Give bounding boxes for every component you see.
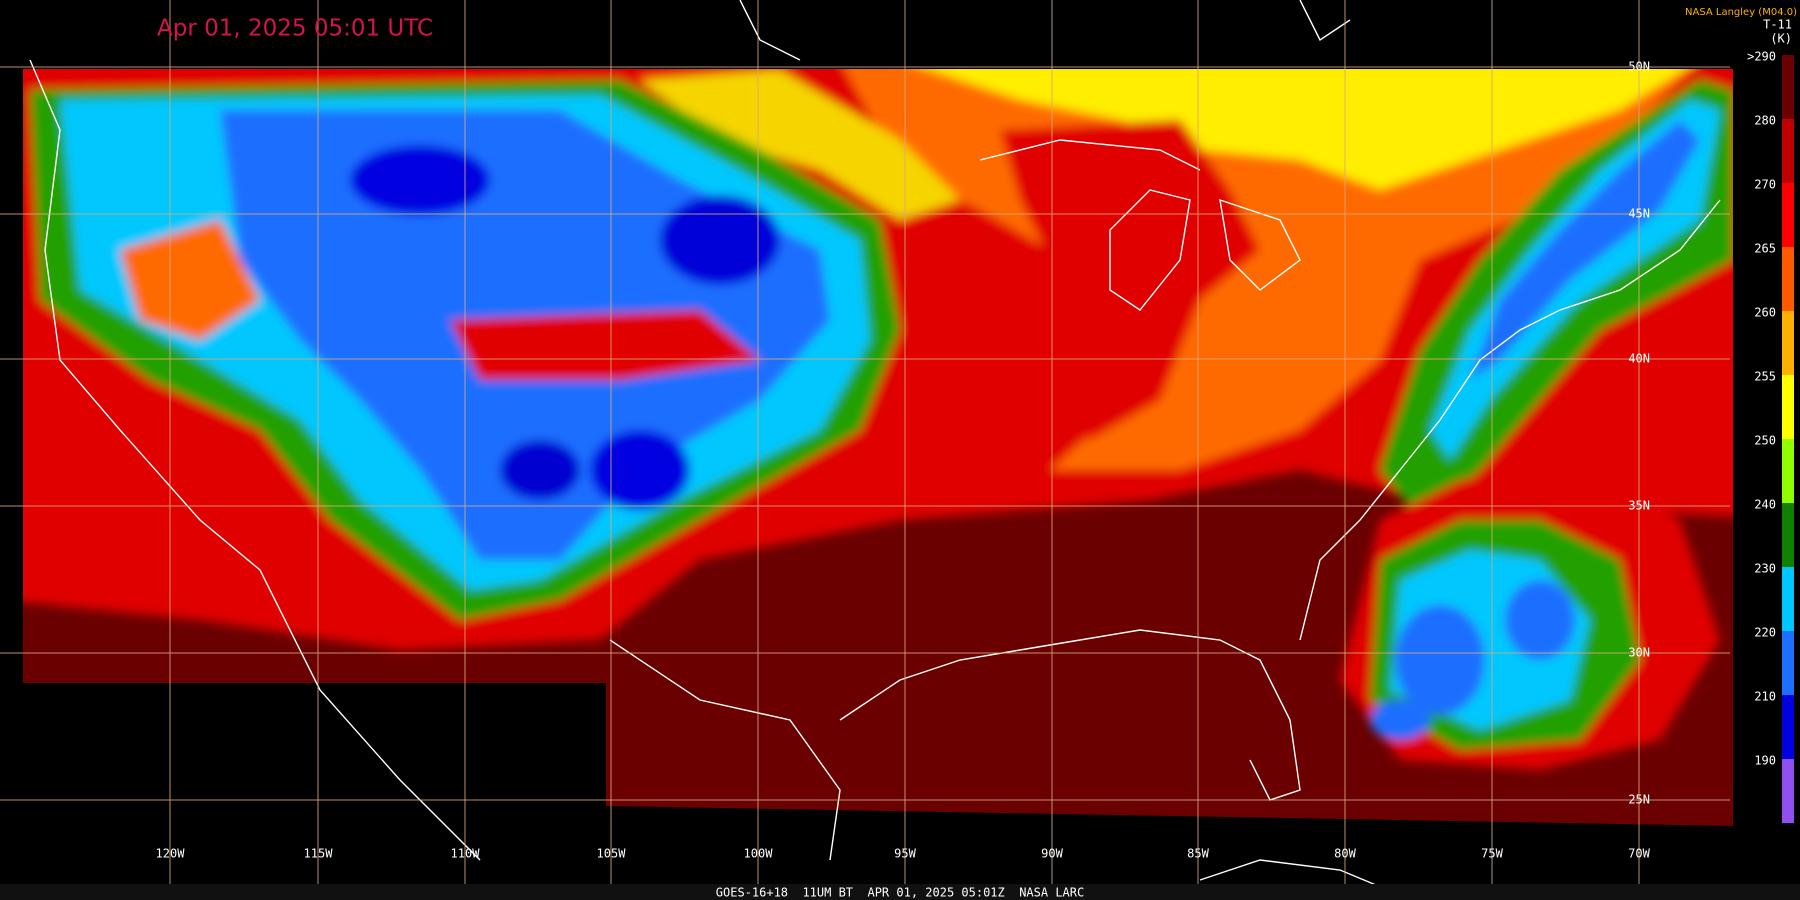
colorbar-label: 230 xyxy=(1754,562,1776,576)
colorbar-swatch xyxy=(1782,55,1794,119)
longitude-label: 80W xyxy=(1334,847,1356,861)
longitude-label: 75W xyxy=(1481,847,1503,861)
footer: GOES-16+18 11UM BT APR 01, 2025 05:01Z N… xyxy=(716,886,1084,900)
longitude-label: 110W xyxy=(451,847,481,861)
colorbar-title: T-11 xyxy=(1763,18,1792,32)
graticule xyxy=(0,0,1730,884)
colorbar-label: 260 xyxy=(1754,306,1776,320)
colorbar-label: 210 xyxy=(1754,690,1776,704)
footer-bar xyxy=(0,884,1800,900)
colorbar-swatch xyxy=(1782,119,1794,183)
colorbar-label: 255 xyxy=(1754,370,1776,384)
colorbar-swatch xyxy=(1782,695,1794,759)
colorbar-label: 190 xyxy=(1754,754,1776,768)
colorbar-unit: (K) xyxy=(1770,32,1792,46)
colorbar-label: 270 xyxy=(1754,178,1776,192)
latitude-label: 50N xyxy=(1628,60,1650,74)
longitude-label: 70W xyxy=(1628,847,1650,861)
colorbar-swatch xyxy=(1782,503,1794,567)
colorbar-swatch xyxy=(1782,375,1794,439)
colorbar-swatch xyxy=(1782,631,1794,695)
colorbar-label: 265 xyxy=(1754,242,1776,256)
colorbar-swatch xyxy=(1782,183,1794,247)
colorbar-label: >290 xyxy=(1747,50,1776,64)
longitude-label: 120W xyxy=(156,847,186,861)
latitude-label: 35N xyxy=(1628,499,1650,513)
timestamp-title: Apr 01, 2025 05:01 UTC xyxy=(157,16,433,42)
longitude-label: 90W xyxy=(1041,847,1063,861)
colorbar-label: 220 xyxy=(1754,626,1776,640)
latitude-label: 40N xyxy=(1628,352,1650,366)
colorbar-swatch xyxy=(1782,759,1794,823)
credit: NASA Langley (M04.0) xyxy=(1685,7,1797,18)
colorbar-swatch xyxy=(1782,439,1794,503)
graticule-labels: 120W 115W 110W 105W 100W 95W 90W 85W 80W 75W 70W 50… xyxy=(156,60,1651,861)
colorbar-swatch xyxy=(1782,567,1794,631)
longitude-label: 85W xyxy=(1187,847,1209,861)
colorbar-label: 280 xyxy=(1754,114,1776,128)
longitude-label: 95W xyxy=(894,847,916,861)
longitude-label: 100W xyxy=(744,847,774,861)
longitude-label: 105W xyxy=(597,847,627,861)
colorbar-label: 240 xyxy=(1754,498,1776,512)
latitude-label: 25N xyxy=(1628,793,1650,807)
colorbar: T-11 (K) >290 280 270 265 260 255 250 240 230 220… xyxy=(1741,18,1800,823)
colorbar-scale: >290 280 270 265 260 255 250 240 230 220 210 190 xyxy=(1747,50,1794,823)
colorbar-label: 250 xyxy=(1754,434,1776,448)
colorbar-swatch xyxy=(1782,247,1794,311)
coastlines xyxy=(29,0,1721,896)
latitude-label: 30N xyxy=(1628,646,1650,660)
longitude-label: 115W xyxy=(304,847,334,861)
latitude-label: 45N xyxy=(1628,207,1650,221)
colorbar-swatch xyxy=(1782,311,1794,375)
